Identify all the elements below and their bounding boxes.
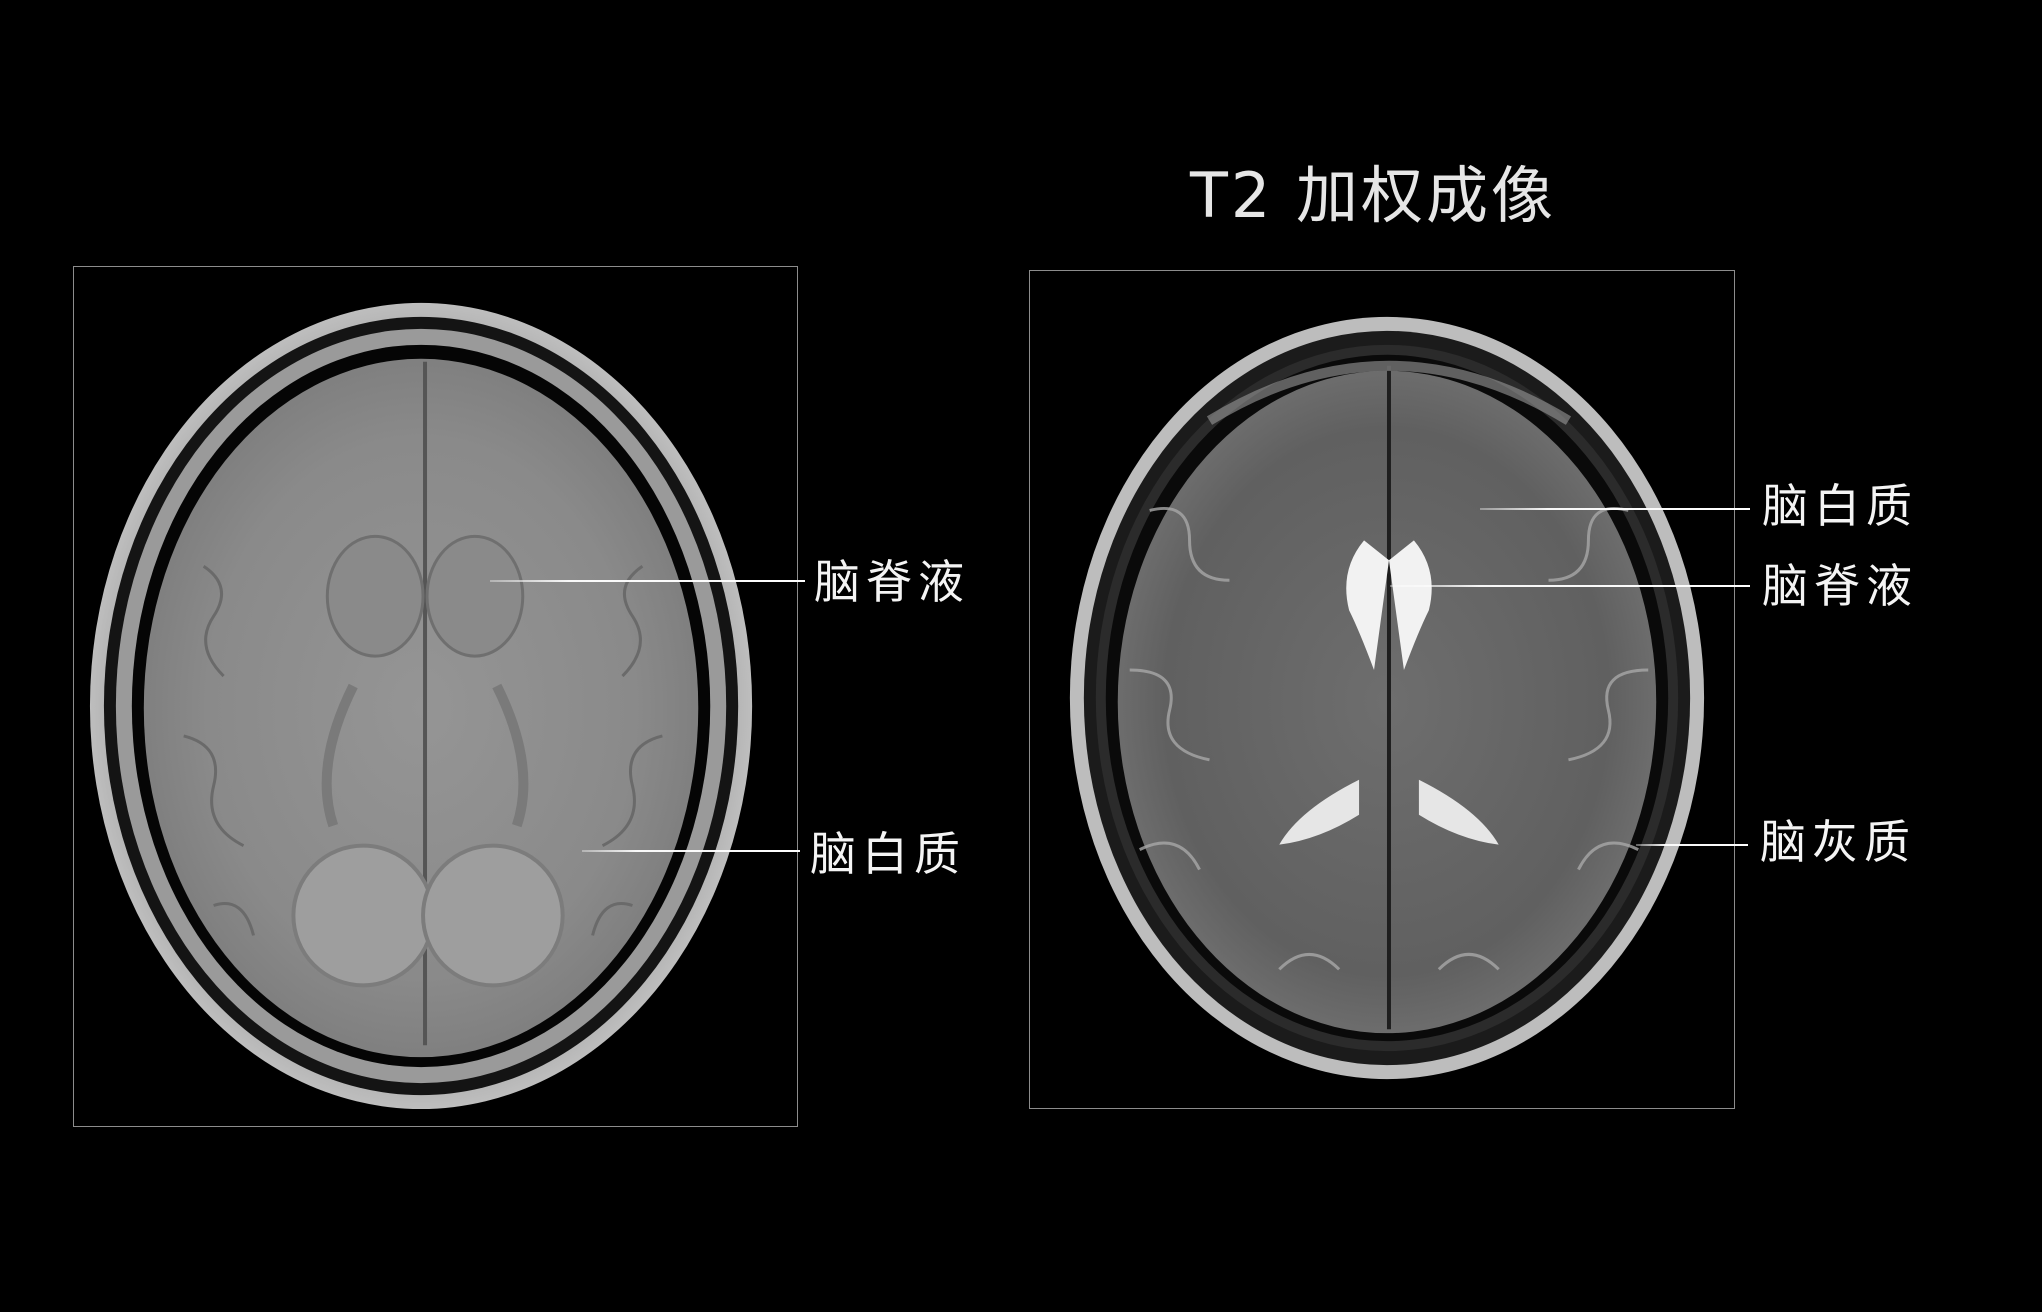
slide-title: T2 加权成像 <box>1190 159 1557 232</box>
right-leader-white-matter <box>1480 508 1750 510</box>
right-mri-image <box>1069 316 1705 1080</box>
right-leader-gray-matter <box>1636 844 1748 846</box>
right-label-csf: 脑脊液 <box>1762 559 1918 613</box>
left-leader-white-matter <box>582 850 800 852</box>
left-mri-panel <box>73 266 798 1127</box>
left-mri-image <box>89 302 753 1110</box>
left-leader-csf <box>490 580 805 582</box>
right-label-gray-matter: 脑灰质 <box>1760 815 1916 869</box>
left-label-white-matter: 脑白质 <box>810 827 966 881</box>
right-label-white-matter: 脑白质 <box>1762 479 1918 533</box>
left-label-csf: 脑脊液 <box>814 555 970 609</box>
right-leader-csf <box>1390 585 1750 587</box>
right-mri-panel <box>1029 270 1735 1109</box>
